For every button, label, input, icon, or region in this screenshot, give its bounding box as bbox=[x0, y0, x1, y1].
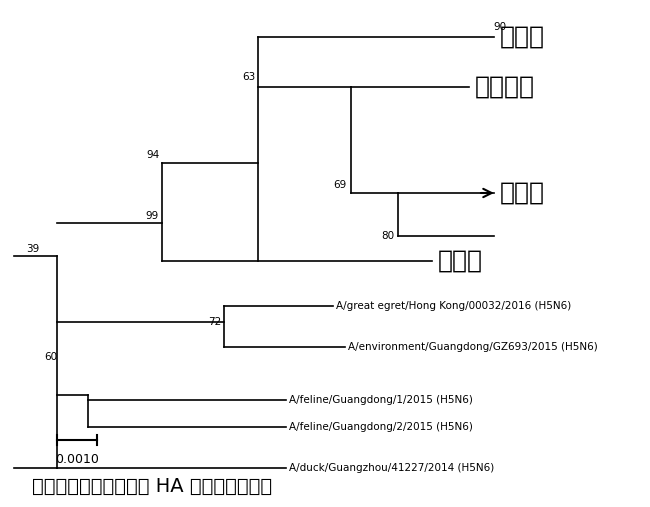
Text: 72: 72 bbox=[208, 316, 221, 327]
Text: 63: 63 bbox=[242, 72, 255, 82]
Text: A/feline/Guangdong/2/2015 (H5N6): A/feline/Guangdong/2/2015 (H5N6) bbox=[289, 422, 473, 432]
Text: 新潟株: 新潟株 bbox=[500, 25, 545, 49]
Text: 60: 60 bbox=[44, 352, 57, 362]
Text: 39: 39 bbox=[27, 243, 40, 254]
Text: 青森株および新潟株の HA 遺伝子の系統樹: 青森株および新潟株の HA 遺伝子の系統樹 bbox=[32, 477, 272, 495]
Text: 94: 94 bbox=[146, 150, 159, 160]
Text: 韓国株: 韓国株 bbox=[438, 249, 483, 273]
Text: 69: 69 bbox=[333, 180, 347, 191]
Text: 80: 80 bbox=[382, 231, 395, 241]
Text: A/duck/Guangzhou/41227/2014 (H5N6): A/duck/Guangzhou/41227/2014 (H5N6) bbox=[289, 463, 495, 473]
Text: 99: 99 bbox=[146, 211, 159, 221]
Text: 鹿児島株: 鹿児島株 bbox=[475, 75, 535, 99]
Text: 0.0010: 0.0010 bbox=[55, 453, 99, 465]
Text: 青森株: 青森株 bbox=[500, 181, 545, 205]
Text: A/environment/Guangdong/GZ693/2015 (H5N6): A/environment/Guangdong/GZ693/2015 (H5N6… bbox=[348, 342, 598, 352]
Text: A/feline/Guangdong/1/2015 (H5N6): A/feline/Guangdong/1/2015 (H5N6) bbox=[289, 395, 473, 405]
Text: 90: 90 bbox=[493, 22, 507, 31]
Text: A/great egret/Hong Kong/00032/2016 (H5N6): A/great egret/Hong Kong/00032/2016 (H5N6… bbox=[335, 302, 571, 311]
